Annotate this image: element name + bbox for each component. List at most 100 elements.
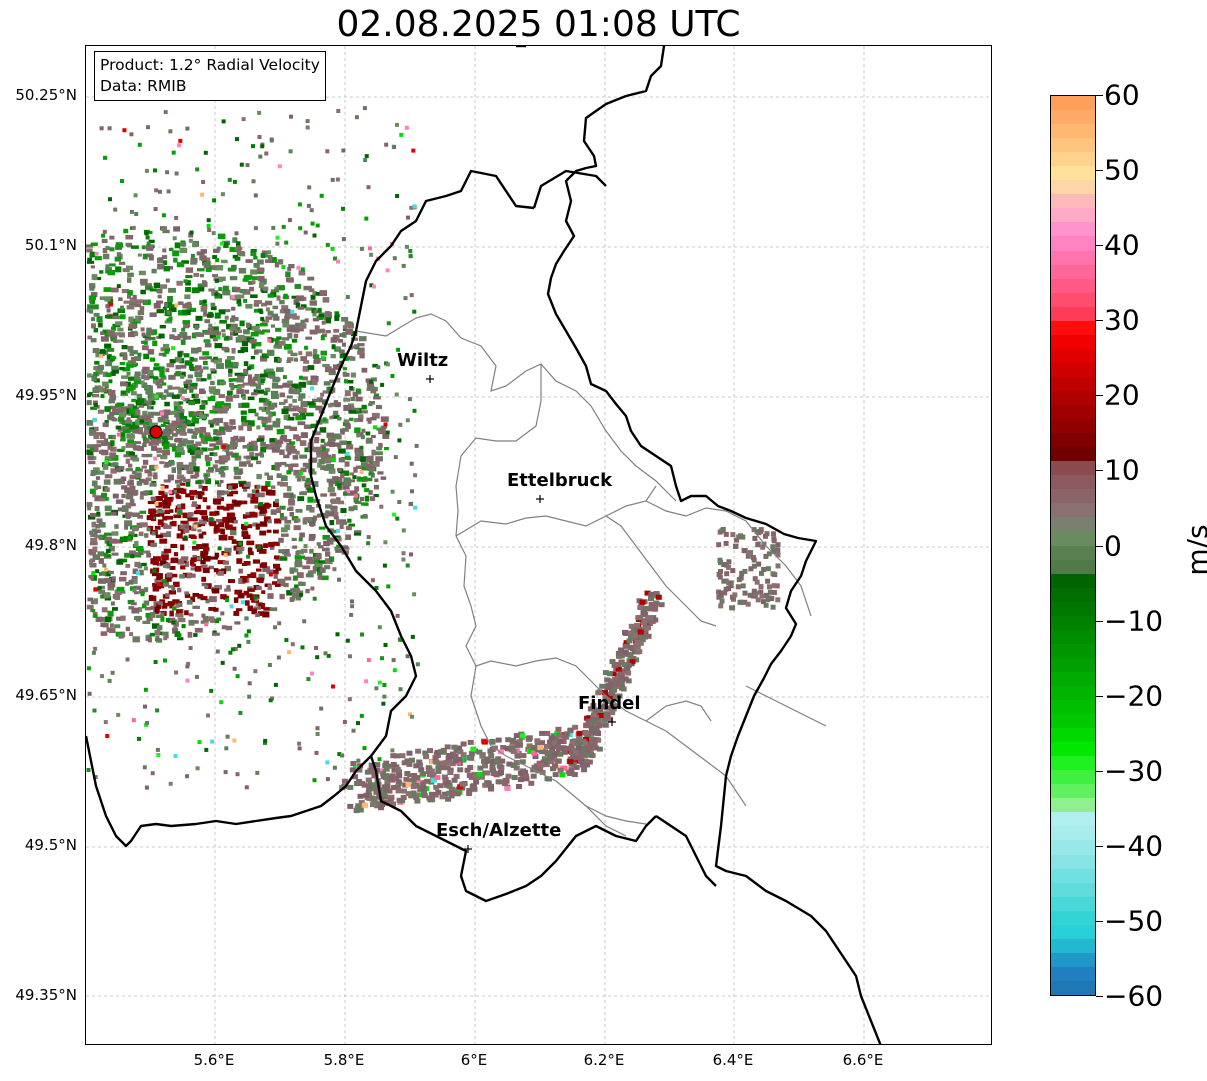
radar-echo-pixel [276,507,281,514]
radar-echo-pixel [299,592,303,597]
radar-echo-pixel [589,706,595,712]
radar-echo-pixel [151,268,157,274]
radar-echo-pixel [760,544,766,550]
radar-echo-pixel [331,684,335,689]
radar-echo-pixel [275,385,283,389]
radar-echo-pixel [369,766,376,772]
radar-echo-pixel [220,472,226,478]
radar-echo-pixel [412,592,417,597]
radar-echo-pixel [87,257,92,262]
radar-echo-pixel [173,624,178,629]
radar-echo-pixel [243,329,250,335]
radar-echo-pixel [201,582,207,587]
radar-echo-pixel [339,349,345,354]
radar-echo-pixel [146,241,151,246]
radar-echo-pixel [333,511,339,517]
radar-echo-pixel [222,447,227,452]
radar-echo-pixel [197,332,205,337]
radar-echo-pixel [149,336,156,340]
radar-echo-pixel [192,243,197,248]
radar-echo-pixel [717,574,723,580]
radar-echo-pixel [190,496,195,501]
radar-echo-pixel [336,528,340,533]
radar-echo-pixel [201,485,208,491]
radar-echo-pixel [208,419,216,425]
radar-echo-pixel [95,524,100,529]
radar-echo-pixel [411,148,416,153]
radar-echo-pixel [587,749,594,754]
radar-echo-pixel [162,504,171,509]
radar-echo-pixel [117,327,124,332]
radar-echo-pixel [169,521,177,527]
radar-echo-pixel [395,516,400,521]
radar-echo-pixel [156,509,164,514]
radar-echo-pixel [241,341,249,347]
radar-echo-pixel [210,739,215,744]
radar-echo-pixel [406,761,413,767]
radar-echo-pixel [288,149,293,154]
radar-echo-pixel [460,741,467,747]
radar-echo-pixel [337,483,342,489]
radar-echo-pixel [532,754,539,760]
radar-echo-pixel [484,756,491,762]
radar-echo-pixel [398,422,403,427]
radar-echo-pixel [131,245,139,249]
radar-echo-pixel [342,342,346,347]
radar-echo-pixel [304,285,312,290]
radar-echo-pixel [599,683,606,689]
radar-echo-pixel [263,516,271,522]
radar-echo-pixel [147,375,154,379]
radar-echo-pixel [111,576,116,582]
radar-echo-pixel [213,607,219,612]
radar-echo-pixel [271,464,278,471]
radar-echo-pixel [500,745,507,750]
radar-echo-pixel [390,753,397,759]
radar-echo-pixel [127,244,132,248]
radar-echo-pixel [282,549,290,555]
radar-echo-pixel [273,573,278,579]
radar-echo-pixel [353,808,360,814]
radar-echo-pixel [224,490,230,495]
radar-echo-pixel [160,616,165,622]
radar-echo-pixel [353,466,358,473]
radar-echo-pixel [320,335,325,341]
radar-echo-pixel [385,268,390,273]
radar-echo-pixel [354,493,359,498]
radar-echo-pixel [219,700,224,705]
radar-echo-pixel [308,288,315,293]
map-area[interactable] [85,45,992,1045]
radar-echo-pixel [124,520,133,527]
radar-echo-pixel [245,259,253,263]
radar-echo-pixel [90,512,95,517]
radar-echo-pixel [153,456,158,461]
radar-echo-pixel [616,693,623,699]
radar-echo-pixel [352,408,360,412]
radar-echo-pixel [143,340,148,345]
radar-echo-pixel [342,331,347,338]
radar-echo-pixel [137,253,142,257]
radar-echo-pixel [258,504,265,510]
radar-echo-pixel [164,302,168,307]
radar-echo-pixel [206,224,211,228]
radar-echo-pixel [409,757,415,763]
radar-echo-pixel [292,575,298,581]
lon-tick-label: 6°E [460,1051,488,1069]
radar-echo-pixel [581,740,588,746]
radar-echo-pixel [148,508,153,515]
radar-echo-pixel [356,721,360,726]
radar-echo-pixel [179,423,187,429]
radar-echo-pixel [167,385,173,390]
radar-echo-pixel [544,776,551,782]
radar-echo-pixel [141,245,146,250]
radar-echo-pixel [194,627,203,633]
radar-echo-pixel [87,335,93,340]
radar-echo-pixel [145,419,153,425]
radar-echo-pixel [94,277,102,281]
radar-echo-pixel [160,455,168,460]
radar-echo-pixel [91,528,97,533]
radar-echo-pixel [212,255,218,260]
radar-echo-pixel [287,218,292,223]
radar-echo-pixel [299,440,307,446]
radar-echo-pixel [326,537,334,542]
radar-echo-pixel [264,472,270,476]
